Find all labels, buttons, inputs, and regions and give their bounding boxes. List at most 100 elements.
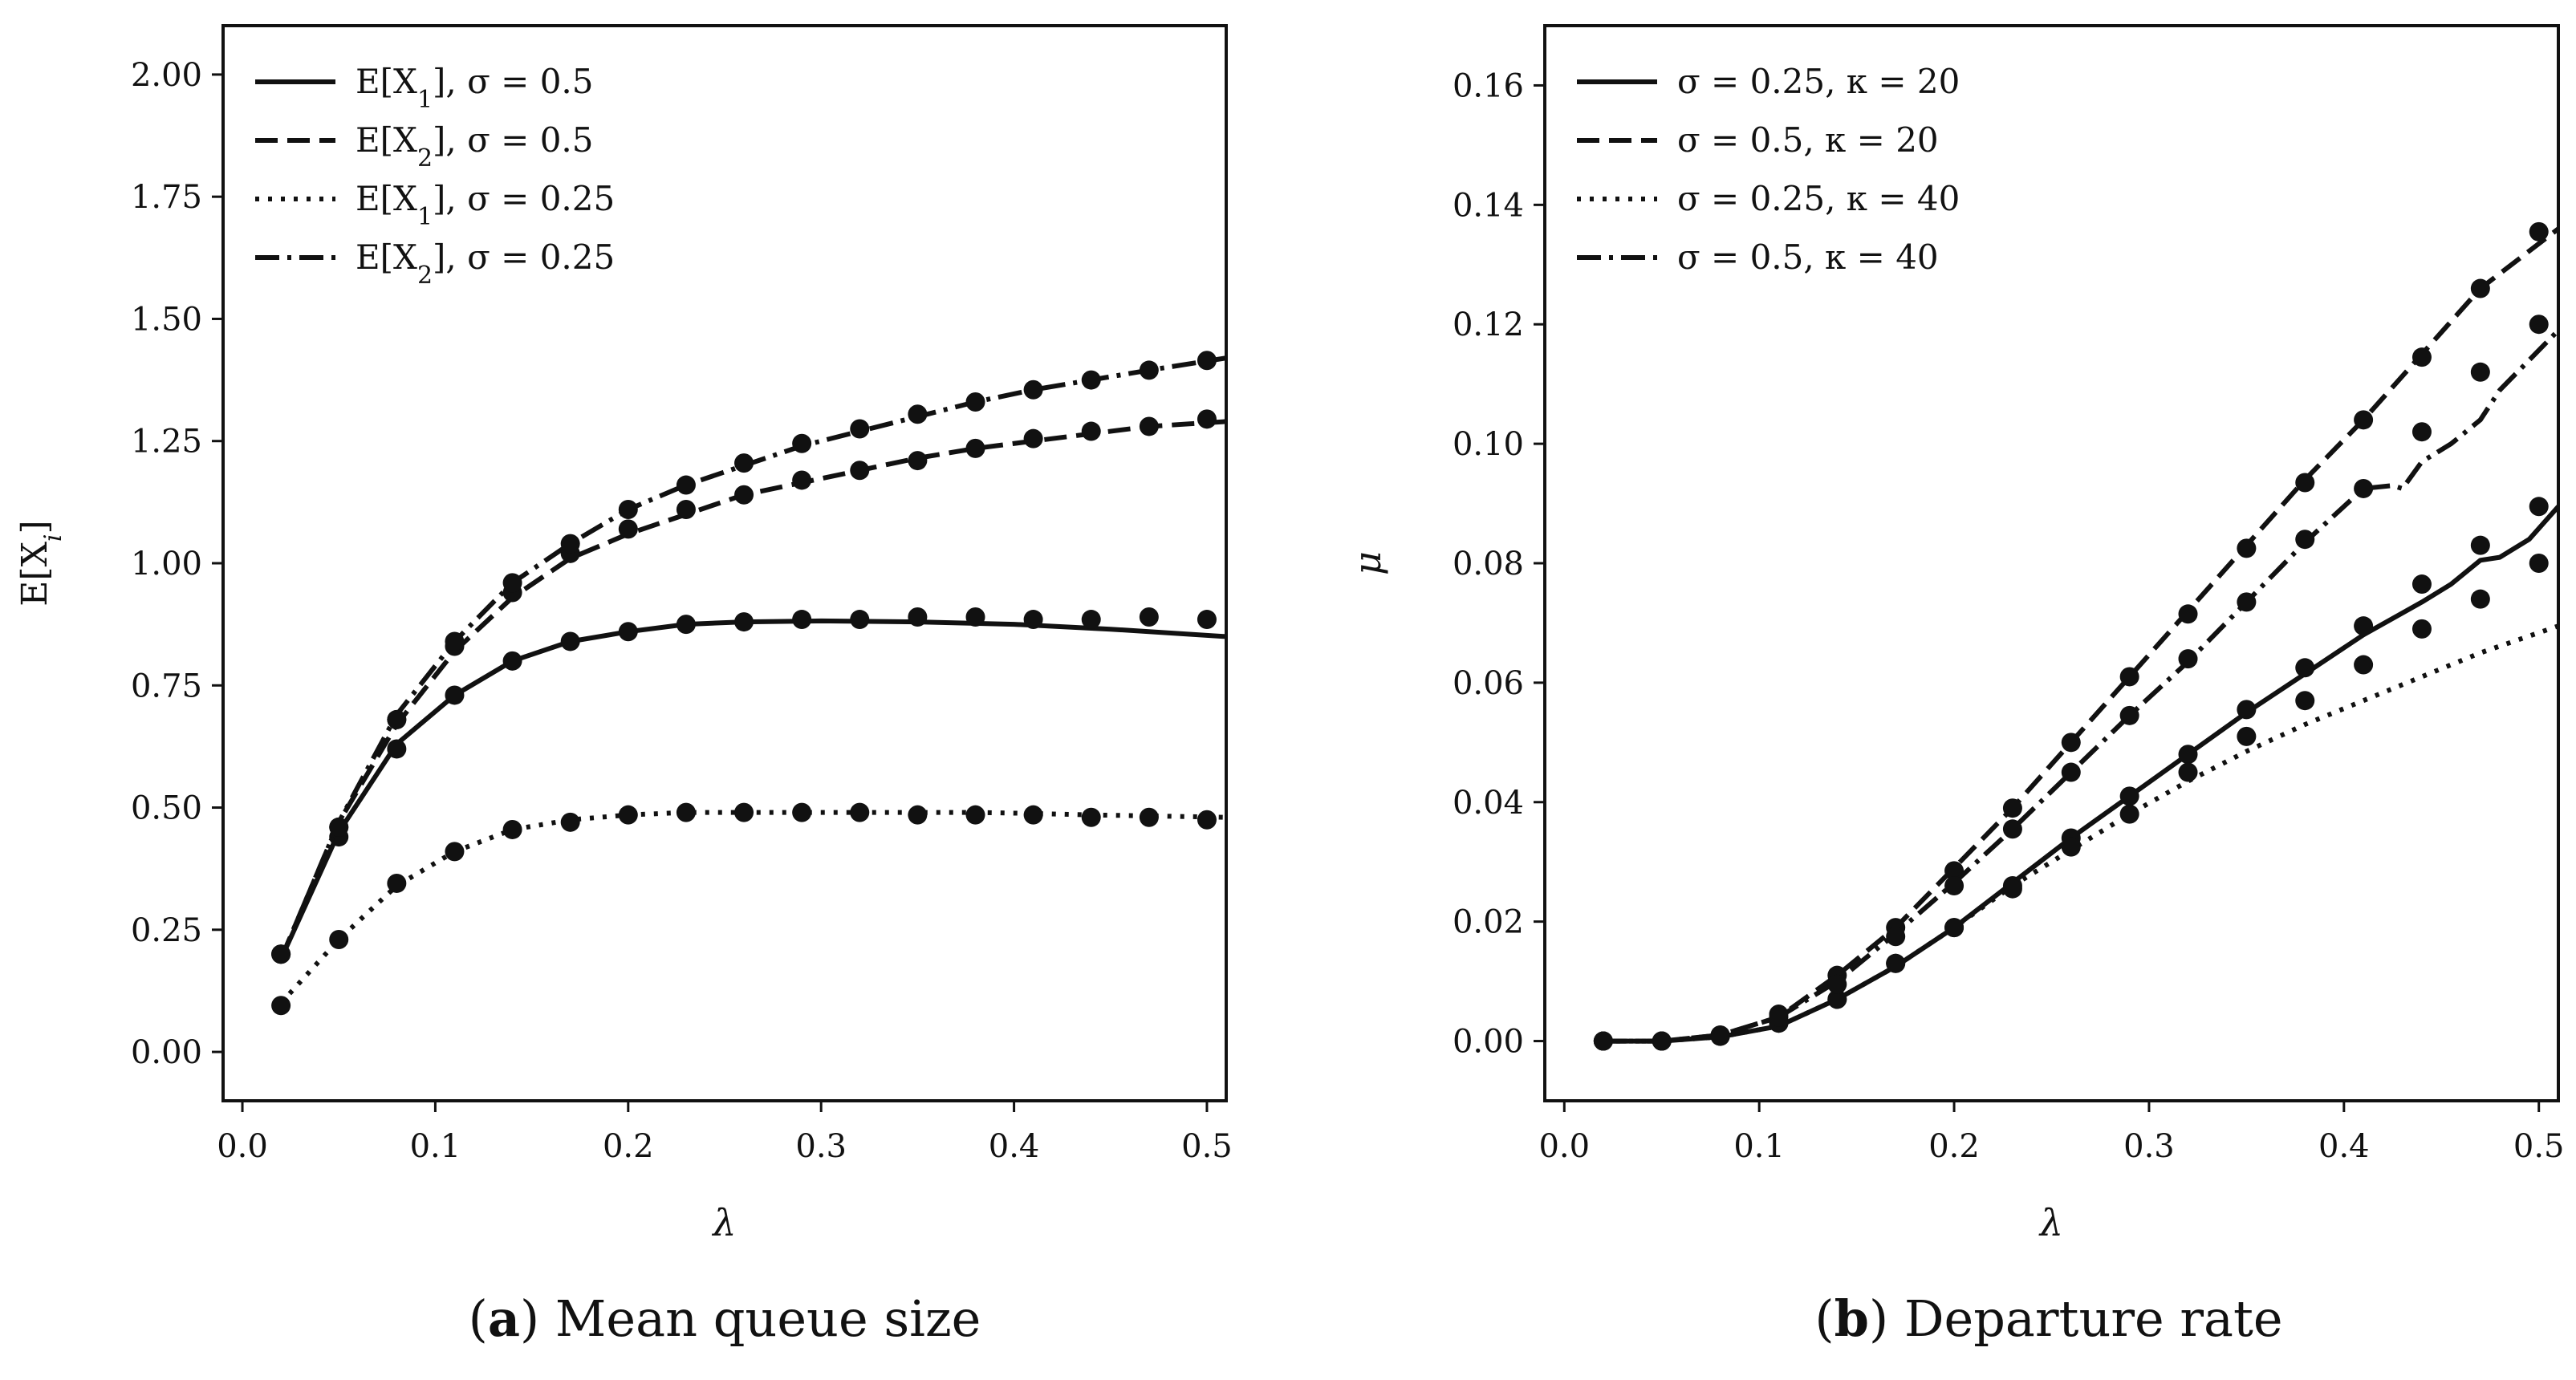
data-point-series-4	[1593, 1031, 1613, 1051]
data-point-series-1	[387, 739, 407, 759]
data-point-series-1	[2529, 497, 2549, 517]
y-tick-label: 1.25	[131, 424, 202, 461]
panel-caption: (a) Mean queue size	[469, 1289, 981, 1348]
data-point-series-1	[445, 685, 465, 705]
legend-label-2: E[X2], σ = 0.5	[356, 120, 594, 172]
x-tick-label: 0.2	[603, 1128, 654, 1165]
y-tick-label: 0.04	[1453, 785, 1524, 822]
data-point-series-2	[734, 485, 754, 505]
data-point-series-4	[965, 392, 985, 412]
x-tick-label: 0.1	[410, 1128, 461, 1165]
data-point-series-2	[1197, 409, 1217, 429]
data-point-series-1	[502, 651, 522, 671]
data-point-series-1	[676, 615, 696, 635]
y-tick-label: 0.12	[1453, 306, 1524, 343]
data-point-series-2	[2529, 221, 2549, 242]
y-axis-label: μ	[1346, 551, 1389, 575]
data-point-series-3	[387, 873, 407, 893]
legend: σ = 0.25, κ = 20 σ = 0.5, κ = 20 σ = 0.25,…	[1577, 62, 1960, 277]
data-point-series-1	[792, 610, 812, 630]
data-point-series-2	[2354, 410, 2374, 430]
data-point-series-1	[734, 612, 754, 632]
data-point-series-4	[329, 817, 349, 837]
series-line-2	[278, 419, 1226, 960]
data-point-series-2	[618, 519, 638, 539]
data-point-series-3	[502, 819, 522, 839]
data-point-series-4	[445, 631, 465, 651]
data-point-series-4	[2002, 819, 2022, 839]
data-point-series-4	[908, 404, 928, 424]
series-line-1	[1603, 505, 2558, 1044]
legend-label-3: E[X1], σ = 0.25	[356, 179, 615, 231]
data-point-series-3	[1139, 807, 1159, 827]
data-point-series-3	[271, 996, 291, 1016]
panel-caption: (b) Departure rate	[1814, 1289, 2282, 1348]
data-point-series-3	[792, 802, 812, 822]
data-point-series-1	[2119, 786, 2139, 806]
data-point-series-4	[734, 453, 754, 473]
data-point-series-4	[2237, 592, 2257, 612]
data-point-series-1	[560, 631, 580, 651]
data-point-series-4	[2119, 705, 2139, 725]
data-point-series-3	[1197, 810, 1217, 830]
data-point-series-2	[1139, 416, 1159, 436]
data-point-series-2	[2237, 538, 2257, 558]
data-point-series-3	[618, 805, 638, 825]
data-point-series-2	[908, 451, 928, 471]
data-point-series-2	[2178, 604, 2198, 624]
data-point-series-4	[1081, 370, 1101, 390]
data-point-series-2	[965, 438, 985, 458]
data-point-series-3	[2529, 554, 2549, 573]
data-point-series-3	[2061, 837, 2081, 857]
legend-label-2: σ = 0.5, κ = 20	[1677, 120, 1939, 160]
data-point-series-4	[2061, 762, 2081, 782]
x-tick-label: 0.0	[1538, 1128, 1590, 1165]
legend: E[X1], σ = 0.5 E[X2], σ = 0.5 E[X1], σ = 0…	[255, 62, 615, 290]
x-tick-label: 0.0	[217, 1128, 268, 1165]
legend-label-1: E[X1], σ = 0.5	[356, 62, 594, 114]
y-tick-label: 1.75	[131, 179, 202, 216]
y-tick-label: 0.25	[131, 912, 202, 949]
data-point-series-4	[1944, 876, 1965, 895]
panel-b-departure-rate: 0.0 0.1 0.2 0.3 0.4 0.5 0.00 0.02 0.04 0.06 0.08 0.…	[1346, 24, 2565, 1348]
data-point-series-4	[792, 433, 812, 453]
y-tick-label: 0.75	[131, 668, 202, 704]
data-point-series-4	[560, 534, 580, 554]
series-group	[1593, 221, 2558, 1051]
y-tick-label: 0.00	[131, 1034, 202, 1071]
data-point-series-2	[2411, 347, 2432, 367]
data-point-series-3	[2295, 691, 2315, 711]
data-point-series-3	[676, 802, 696, 822]
panel-a-mean-queue-size: 0.0 0.1 0.2 0.3 0.4 0.5 0.00 0.25 0.50 0.75 1.00 1.…	[14, 24, 1233, 1348]
data-point-series-3	[560, 812, 580, 832]
x-tick-label: 0.2	[1928, 1128, 1980, 1165]
x-axis-label: λ	[711, 1201, 736, 1244]
data-point-series-1	[2178, 745, 2198, 765]
data-point-series-1	[965, 607, 985, 627]
data-point-series-3	[1023, 805, 1043, 825]
data-point-series-4	[1197, 351, 1217, 371]
data-point-series-3	[2354, 655, 2374, 675]
data-point-series-4	[676, 475, 696, 495]
data-point-series-3	[1827, 989, 1847, 1009]
x-tick-label: 0.4	[989, 1128, 1040, 1165]
axes-frame	[221, 24, 1228, 1102]
data-point-series-2	[2061, 733, 2081, 753]
series-line-1	[278, 618, 1226, 960]
data-point-series-2	[2119, 667, 2139, 687]
data-point-series-4	[618, 500, 638, 519]
legend-label-1: σ = 0.25, κ = 20	[1677, 62, 1960, 101]
data-point-series-4	[1139, 360, 1159, 380]
y-tick-label: 1.50	[131, 301, 202, 338]
data-point-series-2	[850, 461, 870, 481]
data-point-series-4	[1710, 1025, 1730, 1045]
data-point-series-3	[965, 805, 985, 825]
data-point-series-2	[2470, 278, 2490, 298]
data-point-series-4	[271, 944, 291, 964]
data-point-series-3	[2002, 879, 2022, 899]
data-point-series-2	[676, 500, 696, 519]
y-tick-label: 0.14	[1453, 187, 1524, 224]
data-point-series-4	[2470, 362, 2490, 382]
data-point-series-4	[1827, 974, 1847, 994]
data-point-series-1	[2295, 658, 2315, 678]
